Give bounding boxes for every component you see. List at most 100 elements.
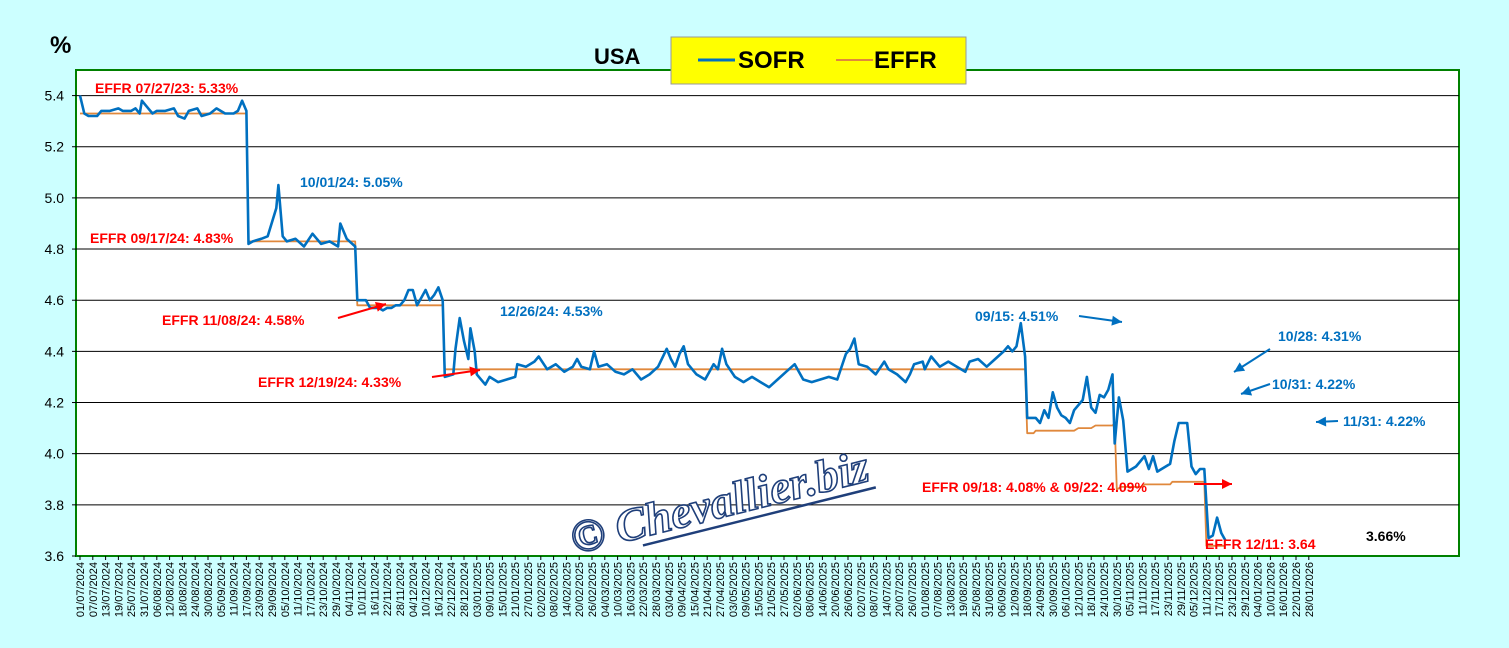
y-tick-label: 5.2 [45,139,65,155]
annotation-label: 10/28: 4.31% [1278,328,1362,344]
x-tick-label: 16/12/2024 [433,562,445,617]
x-tick-label: 01/08/2025 [920,562,932,617]
annotation-label: EFFR 11/08/24: 4.58% [162,312,305,328]
annotation-label: EFFR 07/27/23: 5.33% [95,80,239,96]
x-tick-label: 06/08/2024 [152,562,164,617]
x-tick-label: 30/08/2024 [203,562,215,617]
x-tick-label: 14/02/2025 [561,562,573,617]
x-tick-label: 21/05/2025 [766,562,778,617]
x-tick-label: 04/01/2026 [1253,562,1265,617]
y-tick-label: 4.8 [45,241,65,257]
x-tick-label: 19/07/2024 [113,562,125,617]
x-tick-label: 05/12/2025 [1189,562,1201,617]
x-tick-label: 24/08/2024 [190,562,202,617]
x-tick-label: 14/06/2025 [817,562,829,617]
x-tick-label: 26/02/2025 [587,562,599,617]
x-axis: 01/07/2024 07/07/2024 13/07/2024 19/07/2024… [75,556,1316,617]
legend-label-effr: EFFR [874,47,937,74]
y-tick-label: 3.6 [45,548,65,564]
x-tick-label: 29/12/2025 [1240,562,1252,617]
annotation-label: EFFR 09/18: 4.08% & 09/22: 4.09% [922,479,1147,495]
x-tick-label: 10/01/2026 [1265,562,1277,617]
x-tick-label: 24/10/2025 [1099,562,1111,617]
x-tick-label: 29/10/2024 [331,562,343,617]
x-tick-label: 21/01/2025 [510,562,522,617]
y-tick-label: 4.0 [45,446,65,462]
x-tick-label: 09/04/2025 [677,562,689,617]
x-tick-label: 26/07/2025 [907,562,919,617]
arrow-head [1316,416,1327,427]
x-tick-label: 11/09/2024 [229,562,241,616]
x-tick-label: 21/04/2025 [702,562,714,617]
y-tick-label: 4.4 [45,343,65,359]
x-tick-label: 09/01/2025 [485,562,497,617]
x-tick-label: 20/07/2025 [894,562,906,617]
x-tick-label: 11/11/2025 [1137,562,1149,615]
x-tick-label: 12/10/2025 [1073,562,1085,617]
y-axis: 3.6 3.8 4.0 4.2 4.4 4.6 4.8 5.0 5.2 5.4 [45,88,76,564]
grid-lines [76,95,1459,506]
annotation-label: 10/01/24: 5.05% [300,174,403,190]
x-tick-label: 16/01/2026 [1278,562,1290,617]
legend-label-sofr: SOFR [738,47,805,74]
x-tick-label: 13/08/2025 [945,562,957,617]
x-tick-label: 28/03/2025 [651,562,663,617]
x-tick-label: 07/08/2025 [933,562,945,617]
x-tick-label: 05/09/2024 [216,562,228,617]
x-tick-label: 04/11/2024 [344,562,356,616]
x-tick-label: 08/06/2025 [805,562,817,617]
x-tick-label: 31/07/2024 [139,562,151,617]
arrow-head [375,302,386,312]
x-tick-label: 22/01/2026 [1291,562,1303,617]
x-tick-label: 10/03/2025 [613,562,625,617]
x-tick-label: 29/09/2024 [267,562,279,617]
x-tick-label: 02/07/2025 [856,562,868,617]
x-tick-label: 18/09/2025 [1022,562,1034,617]
x-tick-label: 07/07/2024 [88,562,100,617]
x-tick-label: 03/01/2025 [472,562,484,617]
annotation-arrows [337,302,1339,489]
arrow-head [1241,386,1253,396]
legend: SOFR EFFR [670,36,967,85]
x-tick-label: 13/07/2024 [101,562,113,617]
annotation-label: 11/31: 4.22% [1343,413,1426,429]
series-line-sofr [78,95,1227,542]
x-tick-label: 17/11/2025 [1150,562,1162,616]
annotation-label: EFFR 09/17/24: 4.83% [90,230,234,246]
y-tick-label: 3.8 [45,497,65,513]
x-tick-label: 10/11/2024 [357,562,369,616]
x-tick-label: 27/04/2025 [715,562,727,617]
annotation-label: 10/31: 4.22% [1272,376,1356,392]
arrow-head [469,366,480,377]
chart-title: USA [594,44,641,69]
x-tick-label: 10/12/2024 [421,562,433,617]
plot-area [75,69,1460,557]
x-tick-label: 19/08/2025 [958,562,970,617]
y-tick-label: 5.0 [45,190,65,206]
x-tick-label: 11/10/2024 [293,562,305,616]
x-tick-label: 11/12/2025 [1201,562,1213,616]
series-line-effr [80,112,1226,547]
x-tick-label: 27/01/2025 [523,562,535,617]
x-tick-label: 02/02/2025 [536,562,548,617]
x-tick-label: 28/01/2026 [1304,562,1316,617]
x-tick-label: 16/03/2025 [625,562,637,617]
annotations: EFFR 07/27/23: 5.33% 10/01/24: 5.05% EFFR … [90,80,1426,552]
x-tick-label: 01/07/2024 [75,562,87,617]
series-lines [78,95,1227,547]
x-tick-label: 06/09/2025 [997,562,1009,617]
x-tick-label: 22/03/2025 [638,562,650,617]
y-axis-label: % [50,32,71,59]
arrow-head [1222,479,1232,489]
x-tick-label: 25/08/2025 [971,562,983,617]
arrow-head [1111,315,1122,326]
annotation-label: 3.66% [1366,528,1406,544]
annotation-label: 12/26/24: 4.53% [500,303,603,319]
x-tick-label: 15/04/2025 [689,562,701,617]
x-tick-label: 03/05/2025 [728,562,740,617]
annotation-label: 09/15: 4.51% [975,308,1059,324]
x-tick-label: 24/09/2025 [1035,562,1047,617]
x-tick-label: 17/09/2024 [241,562,253,617]
y-tick-label: 4.2 [45,395,65,411]
